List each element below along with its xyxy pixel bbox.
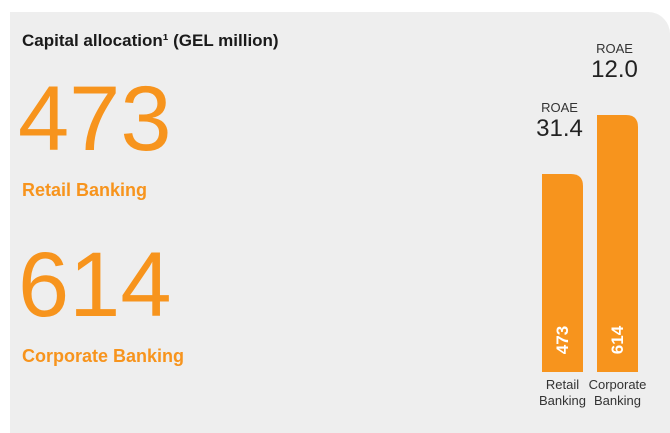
segment-label: Retail Banking	[22, 180, 147, 200]
segment-label: Corporate Banking	[22, 346, 184, 366]
roae-label: ROAE	[596, 41, 633, 56]
bar-value-label: 614	[608, 325, 627, 354]
roae-label: ROAE	[541, 100, 578, 115]
x-tick-label: Retail Banking	[539, 377, 586, 408]
roae-value: 12.0	[591, 56, 638, 83]
chart-title: Capital allocation¹ (GEL million)	[22, 31, 279, 50]
big-value: 614	[18, 234, 172, 336]
big-value: 473	[18, 68, 172, 170]
x-tick-label: Corporate Banking	[588, 377, 647, 408]
bar-value-label: 473	[553, 326, 572, 354]
bar	[542, 174, 583, 372]
roae-value: 31.4	[536, 115, 583, 142]
bar	[597, 115, 638, 372]
